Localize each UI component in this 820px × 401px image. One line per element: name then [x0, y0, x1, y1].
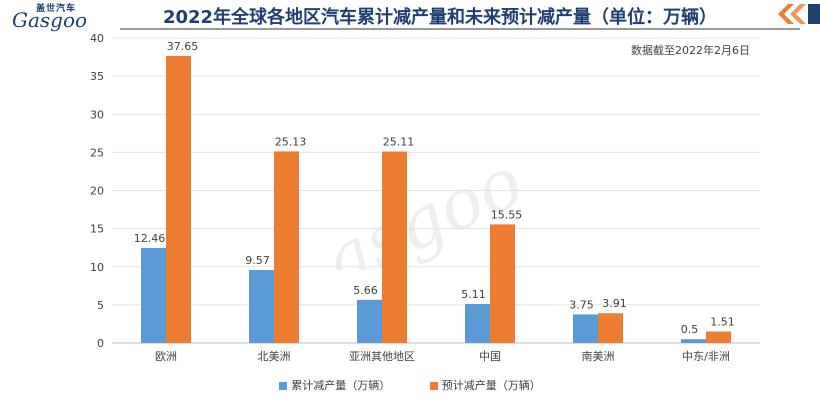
bar-forecast	[706, 331, 731, 343]
y-tick-label: 15	[90, 223, 104, 236]
legend-swatch-cumulative	[279, 382, 288, 390]
bar-cumulative	[681, 339, 706, 343]
data-label: 25.13	[275, 135, 307, 148]
bar-cumulative	[141, 247, 166, 343]
x-tick-label: 北美洲	[258, 350, 291, 363]
data-label: 5.66	[353, 284, 378, 297]
logo-chinese-text: 盖世汽车	[36, 4, 77, 14]
data-label: 25.11	[383, 136, 415, 149]
double-chevron-left-icon	[778, 4, 820, 24]
legend-label-cumulative: 累计减产量（万辆）	[291, 379, 391, 392]
y-tick-label: 35	[90, 70, 104, 83]
bar-forecast	[598, 313, 623, 343]
data-label: 5.11	[461, 288, 486, 301]
legend-item-forecast: 预计减产量（万辆）	[429, 377, 541, 393]
x-tick-label: 中国	[479, 350, 501, 363]
y-tick-label: 40	[90, 32, 104, 45]
data-label: 3.91	[602, 297, 627, 310]
x-tick-label: 中东/非洲	[682, 350, 730, 363]
data-label: 1.51	[710, 315, 735, 328]
chart-legend: 累计减产量（万辆） 预计减产量（万辆）	[0, 377, 820, 393]
gasgoo-logo: 盖世汽车 Gasgoo	[6, 0, 116, 32]
header-bar	[0, 0, 820, 30]
legend-label-forecast: 预计减产量（万辆）	[441, 379, 541, 392]
bar-cumulative	[465, 304, 490, 343]
data-label: 9.57	[245, 254, 270, 267]
x-tick-label: 亚洲其他地区	[349, 350, 415, 363]
bar-cumulative	[573, 314, 598, 343]
chart-title: 2022年全球各地区汽车累计减产量和未来预计减产量（单位：万辆）	[162, 7, 718, 28]
x-tick-label: 南美洲	[582, 350, 615, 363]
data-label: 12.46	[134, 232, 166, 245]
y-tick-label: 20	[90, 185, 104, 198]
logo-english-text: Gasgoo	[12, 8, 88, 32]
y-tick-label: 30	[90, 108, 104, 121]
bar-forecast	[166, 55, 191, 343]
y-tick-label: 25	[90, 146, 104, 159]
y-tick-label: 5	[97, 299, 104, 312]
data-label: 37.65	[167, 40, 199, 53]
bar-forecast	[274, 151, 299, 343]
bar-forecast	[490, 224, 515, 343]
data-label: 0.5	[681, 323, 699, 336]
data-date-note: 数据截至2022年2月6日	[631, 44, 750, 57]
data-label: 3.75	[569, 298, 594, 311]
header-divider	[120, 28, 800, 30]
bar-cumulative	[357, 299, 382, 343]
x-tick-label: 欧洲	[155, 350, 177, 363]
data-label: 15.55	[491, 208, 523, 221]
y-tick-label: 0	[97, 337, 104, 350]
legend-swatch-forecast	[429, 382, 438, 390]
bar-forecast	[382, 151, 407, 343]
y-tick-label: 10	[90, 261, 104, 274]
bar-cumulative	[249, 270, 274, 343]
legend-item-cumulative: 累计减产量（万辆）	[279, 377, 390, 393]
